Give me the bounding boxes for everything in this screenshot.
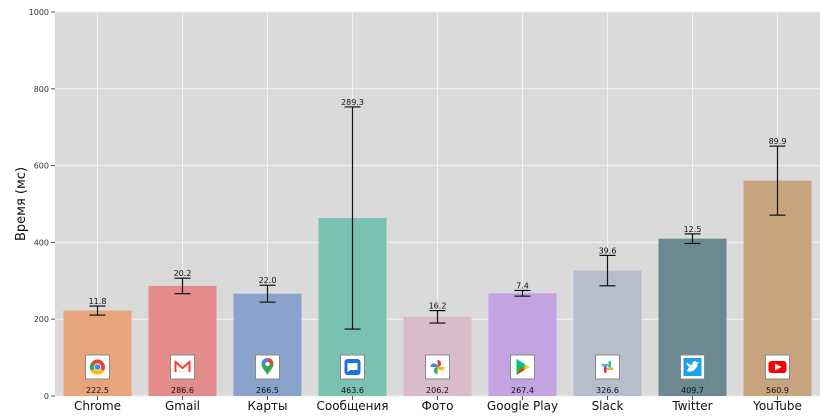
bar-group: 16.2 206.2 Фото [403, 302, 472, 413]
bars: 11.8 222.5 Chrome 20.2 286.6 Gmail 22.0 266.5 Ка… [63, 98, 812, 413]
y-tick-label: 600 [34, 162, 49, 171]
error-label: 12.5 [684, 225, 702, 234]
slack-bar [601, 364, 609, 367]
maps-hole [265, 361, 270, 367]
value-label: 326.6 [596, 386, 619, 395]
icon-frame [425, 354, 450, 380]
value-label: 463.6 [341, 386, 364, 395]
icon-frame [85, 354, 110, 380]
slack-bar [608, 361, 611, 368]
error-label: 39.6 [599, 246, 617, 255]
error-label: 11.8 [89, 297, 107, 306]
error-label: 7.4 [516, 281, 529, 290]
bar [488, 293, 557, 396]
bar-group: 20.2 286.6 Gmail [148, 269, 217, 413]
value-label: 222.5 [86, 386, 109, 395]
category-label: Gmail [165, 399, 200, 413]
y-axis-ticks: 0 200 400 600 800 1000 [29, 8, 55, 401]
icon-frame [595, 354, 620, 380]
bar-group: 22.0 266.5 Карты [233, 276, 302, 413]
chrome-green [89, 363, 98, 371]
play-yellow [524, 364, 530, 370]
bar-group: 289.3 463.6 Сообщения [316, 98, 388, 413]
bar-group: 11.8 222.5 Chrome [63, 297, 132, 413]
y-tick-label: 400 [34, 238, 49, 247]
play-red [516, 367, 525, 375]
chrome-yellow [91, 367, 104, 375]
value-label: 206.2 [426, 386, 449, 395]
value-label: 409.7 [681, 386, 704, 395]
category-label: Сообщения [316, 399, 388, 413]
value-label: 266.5 [256, 386, 279, 395]
photos-petal-b [434, 367, 438, 374]
messages-bubble [347, 363, 358, 372]
error-label: 20.2 [174, 269, 192, 278]
bar-group: 7.4 267.4 Google Play [487, 281, 558, 413]
value-label: 267.4 [511, 386, 534, 395]
category-label: Slack [592, 399, 624, 413]
y-tick-label: 800 [34, 85, 49, 94]
bar-group: 12.5 409.7 Twitter [658, 225, 727, 413]
error-label: 89.9 [769, 137, 787, 146]
photos-petal-b [437, 360, 441, 367]
y-tick-label: 200 [34, 315, 49, 324]
chrome-center [94, 364, 101, 370]
bar-group: 89.9 560.9 YouTube [743, 137, 812, 413]
bar [63, 310, 132, 396]
play-blue [516, 359, 525, 367]
y-tick-label: 1000 [29, 8, 49, 17]
photos-petal-b [430, 363, 438, 367]
category-label: YouTube [752, 399, 802, 413]
bar-group: 39.6 326.6 Slack [573, 246, 642, 413]
y-axis-label: Время (мс) [14, 167, 29, 241]
value-label: 286.6 [171, 386, 194, 395]
category-label: Chrome [74, 399, 121, 413]
twitter-bird [686, 361, 700, 372]
youtube-play [775, 363, 782, 371]
bar [233, 293, 302, 396]
slack-bar [606, 367, 614, 370]
error-label: 22.0 [259, 276, 277, 285]
category-label: Google Play [487, 399, 558, 413]
error-label: 16.2 [429, 302, 447, 311]
category-label: Twitter [671, 399, 712, 413]
category-label: Фото [421, 399, 453, 413]
y-tick-label: 0 [44, 392, 49, 401]
error-label: 289.3 [341, 98, 364, 107]
value-label: 560.9 [766, 386, 789, 395]
gmail-m [174, 359, 191, 372]
photos-petal-b [437, 367, 445, 371]
category-label: Карты [248, 399, 288, 413]
slack-bar [604, 366, 607, 373]
